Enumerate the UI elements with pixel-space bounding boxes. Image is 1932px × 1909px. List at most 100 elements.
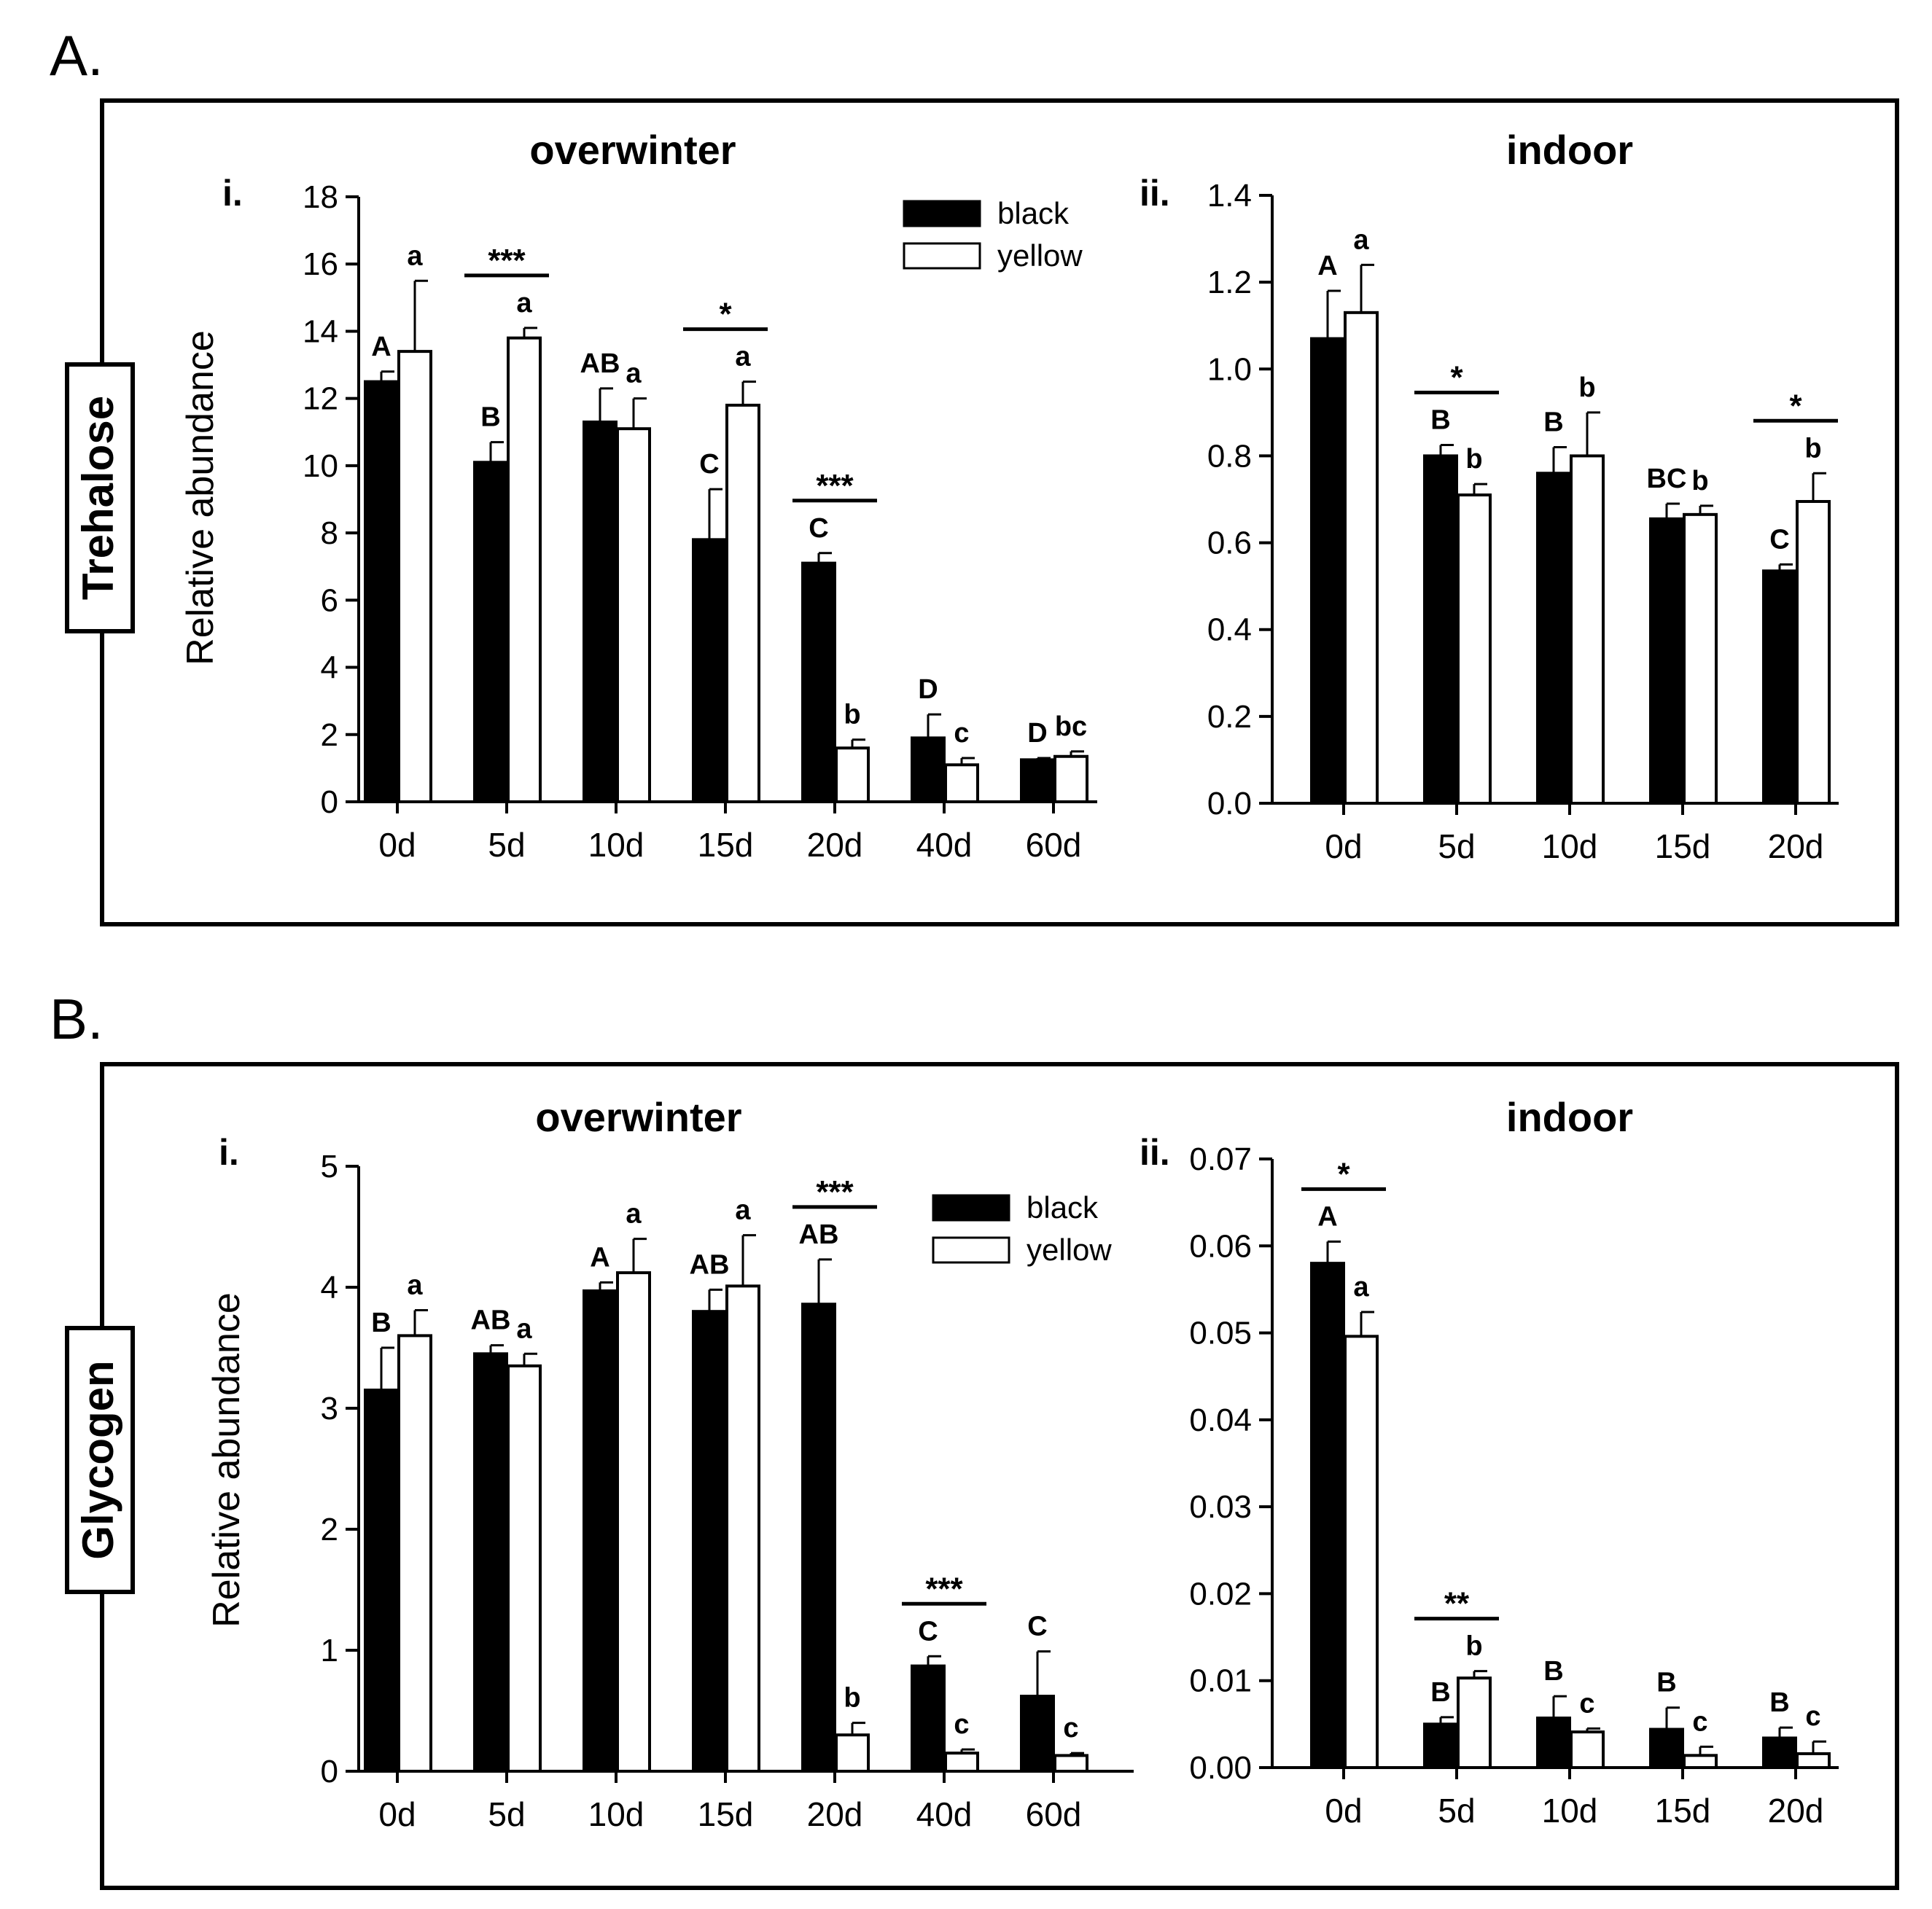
- significance-stars: *: [1337, 1156, 1350, 1192]
- y-tick-label: 3: [321, 1391, 338, 1426]
- y-tick-label: 1: [321, 1633, 338, 1668]
- y-tick-label: 4: [321, 650, 338, 686]
- bar-black: [801, 1303, 836, 1773]
- legend-label: yellow: [997, 238, 1083, 273]
- bar-yellow: [835, 1733, 870, 1773]
- x-tick-label: 15d: [1655, 827, 1711, 865]
- y-tick-label: 2: [321, 717, 338, 753]
- comparison-letter: D: [918, 674, 938, 705]
- x-tick-label: 15d: [1655, 1792, 1711, 1830]
- bar-yellow: [944, 763, 979, 804]
- y-tick-label: 1.2: [1207, 265, 1252, 300]
- comparison-letter: b: [1465, 444, 1482, 475]
- legend-swatch-black: [932, 1194, 1010, 1222]
- comparison-letter: a: [626, 1199, 642, 1230]
- y-tick-label: 0.03: [1189, 1489, 1252, 1525]
- chart-title: overwinter: [535, 1094, 741, 1140]
- bar-yellow: [725, 403, 760, 803]
- comparison-letter: A: [1317, 1201, 1337, 1232]
- y-tick-label: 0.04: [1189, 1402, 1252, 1438]
- comparison-letter: B: [1430, 405, 1450, 436]
- bar-black: [1536, 472, 1571, 805]
- y-tick-label: 8: [321, 515, 338, 551]
- x-tick-label: 10d: [588, 1795, 644, 1833]
- comparison-letter: a: [735, 1195, 751, 1226]
- x-tick-label: 5d: [1438, 1792, 1475, 1830]
- bar-yellow: [1344, 311, 1379, 805]
- comparison-letter: c: [954, 718, 969, 749]
- x-tick-label: 20d: [1768, 827, 1824, 865]
- chart-title: overwinter: [529, 127, 736, 173]
- y-tick-label: 1.4: [1207, 178, 1252, 214]
- comparison-letter: B: [1543, 407, 1563, 438]
- significance-stars: **: [1444, 1586, 1470, 1622]
- bar-black: [692, 1310, 727, 1773]
- bar-yellow: [835, 746, 870, 803]
- legend-label: black: [997, 196, 1070, 230]
- x-tick-label: 20d: [1768, 1792, 1824, 1830]
- comparison-letter: AB: [690, 1249, 730, 1280]
- panel-b-label: B.: [50, 987, 104, 1051]
- y-tick-label: 0.00: [1189, 1750, 1252, 1786]
- bar-yellow: [725, 1284, 760, 1773]
- comparison-letter: D: [1027, 718, 1047, 749]
- comparison-letter: c: [1692, 1706, 1707, 1737]
- bar-black: [1423, 454, 1458, 805]
- bar-yellow: [616, 1271, 651, 1773]
- comparison-letter: c: [1063, 1713, 1078, 1744]
- y-axis-label: Relative abundance: [179, 330, 222, 665]
- chart-sub-label: i.: [222, 173, 243, 214]
- y-tick-label: 12: [303, 381, 338, 417]
- significance-stars: *: [719, 297, 732, 332]
- comparison-letter: b: [844, 700, 860, 730]
- bar-black: [801, 561, 836, 803]
- x-tick-label: 0d: [378, 826, 416, 864]
- comparison-letter: B: [1656, 1668, 1676, 1698]
- comparison-letter: C: [809, 513, 828, 544]
- comparison-letter: B: [480, 402, 500, 433]
- x-tick-label: 5d: [488, 1795, 525, 1833]
- comparison-letter: a: [1353, 1272, 1369, 1303]
- y-tick-label: 10: [303, 448, 338, 484]
- metabolite-label-text: Trehalose: [74, 396, 122, 600]
- bar-black: [1020, 1695, 1055, 1773]
- comparison-letter: C: [699, 449, 719, 480]
- bar-black: [692, 538, 727, 803]
- bar-black: [1649, 517, 1684, 805]
- comparison-letter: A: [590, 1242, 609, 1273]
- bar-yellow: [397, 1334, 432, 1773]
- x-tick-label: 10d: [1542, 1792, 1598, 1830]
- legend-label: black: [1027, 1190, 1099, 1225]
- comparison-letter: BC: [1647, 464, 1687, 494]
- comparison-letter: C: [1769, 524, 1789, 555]
- y-tick-label: 0: [321, 784, 338, 820]
- bar-yellow: [1570, 1730, 1605, 1769]
- y-tick-label: 0.06: [1189, 1228, 1252, 1264]
- x-tick-label: 0d: [1325, 1792, 1362, 1830]
- bar-black: [911, 1664, 946, 1773]
- significance-stars: ***: [816, 1174, 854, 1210]
- comparison-letter: C: [918, 1616, 938, 1647]
- significance-stars: ***: [925, 1571, 963, 1607]
- legend: black yellow: [903, 196, 1083, 273]
- bar-black: [473, 461, 508, 803]
- bar-black: [364, 1389, 399, 1773]
- bar-black: [1649, 1728, 1684, 1770]
- legend-label: yellow: [1027, 1233, 1112, 1267]
- x-tick-label: 0d: [378, 1795, 416, 1833]
- comparison-letter: A: [371, 332, 391, 362]
- y-tick-label: 4: [321, 1270, 338, 1305]
- comparison-letter: b: [1691, 466, 1708, 496]
- comparison-letter: a: [626, 359, 642, 389]
- comparison-letter: B: [1543, 1656, 1563, 1687]
- bar-yellow: [1796, 499, 1831, 805]
- comparison-letter: a: [407, 241, 423, 271]
- chart-b-ii: indoor ii. 0.00 0.01 0.02 0.03 0.04 0.05 0.06 0.0…: [1140, 1094, 1839, 1830]
- x-tick-label: 0d: [1325, 827, 1362, 865]
- metabolite-label-glycogen: Glycogen: [65, 1326, 135, 1594]
- comparison-letter: a: [516, 288, 532, 319]
- y-tick-label: 0.0: [1207, 786, 1252, 821]
- bar-yellow: [944, 1752, 979, 1773]
